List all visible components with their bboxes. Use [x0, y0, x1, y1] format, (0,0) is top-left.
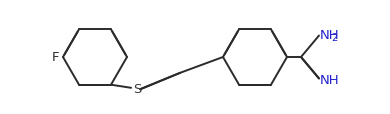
- Text: F: F: [51, 51, 59, 64]
- Text: 2: 2: [331, 32, 337, 42]
- Text: NH: NH: [320, 29, 340, 42]
- Text: S: S: [133, 83, 141, 95]
- Text: NH: NH: [320, 73, 340, 86]
